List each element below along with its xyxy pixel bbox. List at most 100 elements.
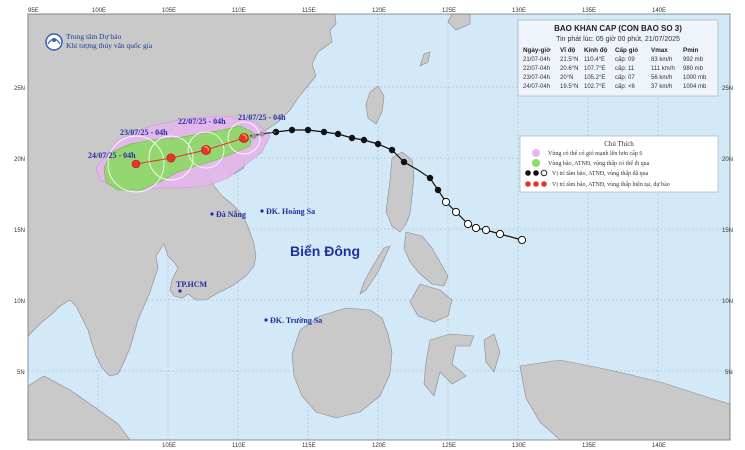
bulletin-box: BAO KHAN CAP (CON BAO SO 3) Tin phát lúc… [517,19,719,97]
svg-text:105E: 105E [162,443,176,449]
bulletin-row: 21/07-04h 21.5°N 110.4°E cấp: 09 83 km/h… [523,57,704,63]
svg-text:cấp: 07: cấp: 07 [615,75,635,81]
svg-text:cấp: <6: cấp: <6 [615,84,636,90]
forecast-storm-icon [201,145,211,155]
truongsa-marker [264,318,268,322]
mindanao [409,283,453,323]
svg-text:24/07-04h: 24/07-04h [523,84,550,90]
legend-past-icons [525,169,548,177]
svg-text:125E: 125E [442,8,456,14]
svg-text:22/07-04h: 22/07-04h [523,66,550,72]
svg-text:105E: 105E [162,8,176,14]
coordinate-labels: 95E 100E 105E 110E 115E 120E 125E 130E 1… [14,8,733,449]
past-depression-icon [471,223,481,233]
svg-text:Cấp gió: Cấp gió [615,46,638,54]
past-storm-icon [304,126,312,134]
svg-text:21.5°N: 21.5°N [560,57,578,63]
svg-text:115E: 115E [302,8,316,14]
sea-name: Biển Đông [290,243,360,259]
svg-text:25N: 25N [14,86,25,92]
sulawesi [423,333,475,397]
svg-text:25N: 25N [722,86,733,92]
agency-line-2: Khí tượng thủy văn quốc gia [66,41,153,50]
hcm-marker [178,289,182,293]
bulletin-row: 22/07-04h 20.6°N 107.7°E cấp: 11 111 km/… [523,66,704,72]
past-depression-icon [441,197,451,207]
svg-text:100E: 100E [92,8,106,14]
legend-item: Vùng bão, ATNĐ, vùng thấp có thể đi qua [548,160,650,167]
svg-text:102.7°E: 102.7°E [584,84,605,90]
svg-text:140E: 140E [652,8,666,14]
svg-text:110E: 110E [232,443,246,449]
svg-text:130E: 130E [512,443,526,449]
past-storm-icon [360,136,368,144]
danger-cone [103,125,253,191]
agency-line-1: Trung tâm Dự báo [66,32,121,41]
svg-text:10N: 10N [14,299,25,305]
hoangsa-marker [260,209,264,213]
svg-text:1004 mb: 1004 mb [683,84,707,90]
svg-text:135E: 135E [582,443,596,449]
svg-text:Kinh độ: Kinh độ [584,47,608,54]
bulletin-header-row: Ngày-giờ Vĩ độ Kinh độ Cấp gió Vmax Pmin [523,46,699,54]
svg-text:120E: 120E [372,443,386,449]
asia-mainland [27,13,337,377]
svg-text:19.5°N: 19.5°N [560,84,578,90]
legend-danger-swatch [532,159,540,167]
svg-text:20°N: 20°N [560,75,573,81]
svg-text:Vmax: Vmax [651,47,668,54]
svg-text:15N: 15N [722,228,733,234]
svg-text:23/07-04h: 23/07-04h [523,75,550,81]
past-storm-icon [251,133,257,139]
svg-text:992 mb: 992 mb [683,57,704,63]
bulletin-title: BAO KHAN CAP (CON BAO SO 3) [554,24,682,33]
svg-text:120E: 120E [372,8,386,14]
svg-text:980 mb: 980 mb [683,66,704,72]
svg-text:111 km/h: 111 km/h [651,66,675,72]
svg-text:21/07-04h: 21/07-04h [523,57,550,63]
past-storm-icon [374,140,382,148]
place-truongsa: ĐK. Trường Sa [270,316,322,325]
svg-text:Pmin: Pmin [683,47,699,54]
past-storm-icon [348,134,356,142]
track-label: 24/07/25 - 04h [88,151,136,160]
legend-item: Vị trí tâm bão, ATNĐ, vùng thấp đã qua [552,170,649,177]
forecast-circles [107,121,261,193]
past-storm-icon [426,174,434,182]
svg-text:20N: 20N [722,157,733,163]
past-depression-icon [517,235,527,245]
svg-text:5N: 5N [17,370,25,376]
past-storm-icon [334,130,342,138]
past-depression-icon [451,207,461,217]
danang-marker [210,212,214,216]
bulletin-issued: Tin phát lúc: 05 giờ 00 phút, 21/07/2025 [556,36,680,43]
forecast-low-icon [131,159,141,169]
legend-forecast-icons [525,181,547,187]
taiwan [365,85,385,125]
visayas [403,231,449,287]
past-storm-icon [288,126,296,134]
legend-box: Chú Thích Vùng có thể có gió mạnh lên hơ… [519,135,719,193]
svg-text:105.2°E: 105.2°E [584,75,605,81]
forecast-track [131,133,249,169]
past-depression-icon [495,229,505,239]
past-depression-icon [463,219,473,229]
palawan [359,245,391,295]
place-hoangsa: ĐK. Hoàng Sa [266,207,315,216]
svg-text:cấp: 09: cấp: 09 [615,57,635,63]
legend-item: Vị trí tâm bão, ATNĐ, vùng thấp hiện tại… [552,181,670,188]
legend-title: Chú Thích [604,140,634,148]
svg-text:95E: 95E [28,8,39,14]
past-storm-icon [388,146,396,154]
luzon [385,151,415,233]
map-frame [27,13,731,441]
svg-text:Vĩ độ: Vĩ độ [560,47,576,54]
past-storm-icon [320,128,328,136]
past-depression-icon [481,225,491,235]
svg-text:20.6°N: 20.6°N [560,66,578,72]
past-storm-icon [400,158,408,166]
svg-text:20N: 20N [14,157,25,163]
svg-text:cấp: 11: cấp: 11 [615,66,635,72]
